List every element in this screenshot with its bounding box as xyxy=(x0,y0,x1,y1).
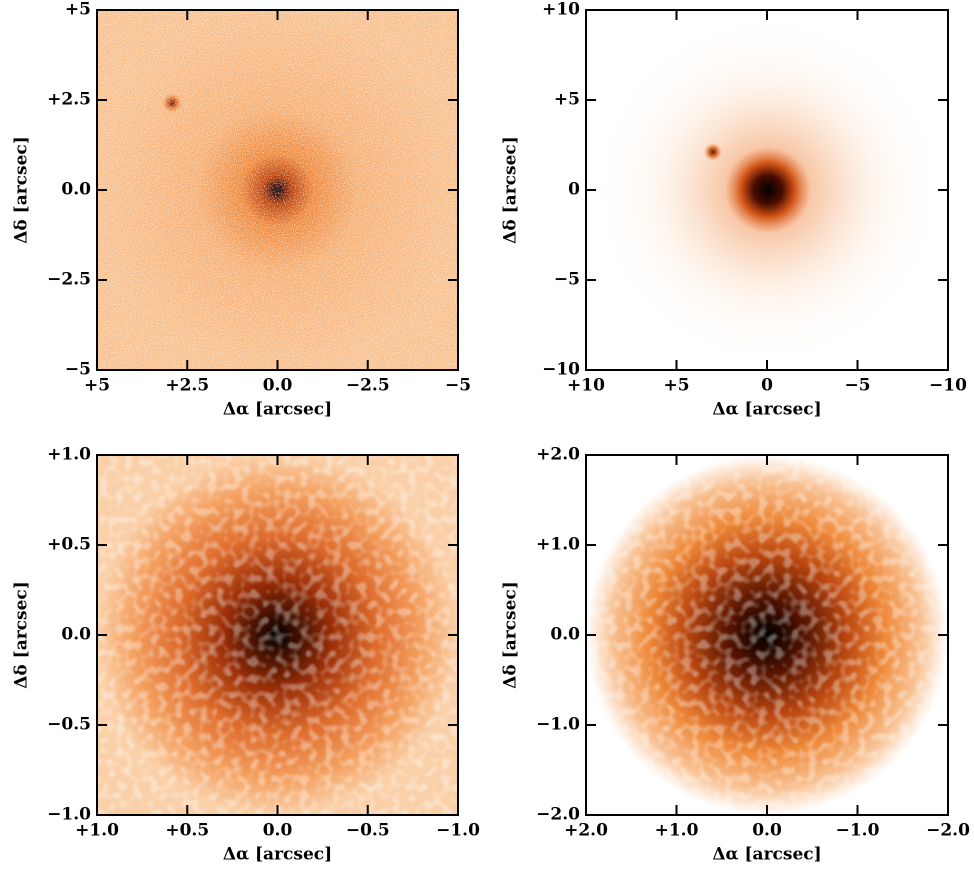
y-tick-label: +0.5 xyxy=(47,535,91,555)
x-tick-label: +2.5 xyxy=(165,376,209,396)
x-tick-label: 0.0 xyxy=(263,821,293,841)
x-tick-label: −5 xyxy=(445,376,471,396)
x-axis-label: Δα [arcsec] xyxy=(223,845,332,865)
x-tick-label: −2.5 xyxy=(346,376,390,396)
y-tick-label: 0.0 xyxy=(61,180,91,200)
y-axis-label: Δδ [arcsec] xyxy=(12,136,32,244)
x-tick-label: +5 xyxy=(663,376,689,396)
x-tick-label: −2.0 xyxy=(926,821,970,841)
image-panel-4 xyxy=(586,455,948,815)
x-tick-label: −10 xyxy=(929,376,967,396)
image-panel-1 xyxy=(97,10,458,370)
image-panel-3 xyxy=(97,455,458,815)
y-tick-label: −2.5 xyxy=(47,270,91,290)
y-tick-label: +5 xyxy=(65,0,91,20)
y-tick-label: +2.5 xyxy=(47,90,91,110)
x-tick-label: −1.0 xyxy=(836,821,880,841)
y-tick-label: +2.0 xyxy=(536,445,580,465)
y-tick-label: −5 xyxy=(554,270,580,290)
y-tick-label: 0 xyxy=(568,180,580,200)
x-tick-label: −0.5 xyxy=(346,821,390,841)
x-tick-label: 0.0 xyxy=(752,821,782,841)
y-tick-label: −0.5 xyxy=(47,715,91,735)
y-axis-label: Δδ [arcsec] xyxy=(501,136,521,244)
y-tick-label: 0.0 xyxy=(61,625,91,645)
y-tick-label: −1.0 xyxy=(536,715,580,735)
y-tick-label: −2.0 xyxy=(536,805,580,825)
y-axis-label: Δδ [arcsec] xyxy=(501,581,521,689)
y-tick-label: −1.0 xyxy=(47,805,91,825)
y-tick-label: +1.0 xyxy=(536,535,580,555)
y-tick-label: +1.0 xyxy=(47,445,91,465)
x-tick-label: +1.0 xyxy=(655,821,699,841)
x-tick-label: +1.0 xyxy=(75,821,119,841)
x-axis-label: Δα [arcsec] xyxy=(712,845,821,865)
x-tick-label: +5 xyxy=(84,376,110,396)
y-tick-label: +5 xyxy=(554,90,580,110)
x-tick-label: −5 xyxy=(844,376,870,396)
x-tick-label: −1.0 xyxy=(436,821,480,841)
x-tick-label: +2.0 xyxy=(564,821,608,841)
image-panel-2 xyxy=(586,10,948,370)
y-tick-label: −10 xyxy=(542,360,580,380)
x-tick-label: 0.0 xyxy=(263,376,293,396)
x-axis-label: Δα [arcsec] xyxy=(712,400,821,420)
x-axis-label: Δα [arcsec] xyxy=(223,400,332,420)
y-tick-label: +10 xyxy=(542,0,580,20)
y-tick-label: −5 xyxy=(65,360,91,380)
y-axis-label: Δδ [arcsec] xyxy=(12,581,32,689)
x-tick-label: +10 xyxy=(567,376,605,396)
x-tick-label: +0.5 xyxy=(165,821,209,841)
x-tick-label: 0 xyxy=(761,376,773,396)
y-tick-label: 0.0 xyxy=(550,625,580,645)
